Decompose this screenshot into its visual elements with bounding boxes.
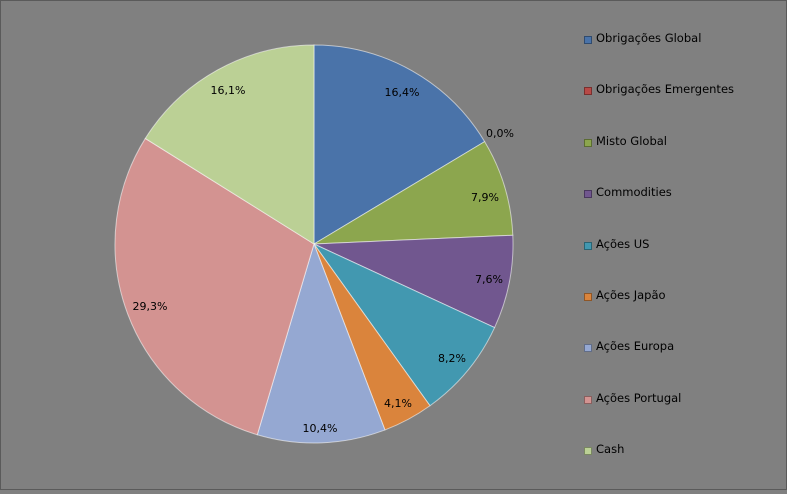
legend-swatch xyxy=(584,395,592,404)
legend-label: Ações Europa xyxy=(596,339,675,354)
slice-value-label: 0,0% xyxy=(486,127,514,140)
legend-label: Obrigações Global xyxy=(596,31,702,45)
slice-value-label: 8,2% xyxy=(438,352,466,365)
pie-slice xyxy=(312,242,496,407)
legend-label: Ações Japão xyxy=(596,287,666,302)
legend-label: Ações Portugal xyxy=(596,390,682,405)
legend-item: Ações Portugal xyxy=(584,391,734,442)
legend: Obrigações Global Obrigações Emergentes Mi… xyxy=(584,31,734,494)
legend-swatch xyxy=(584,87,592,96)
legend-item: Cash xyxy=(584,442,734,493)
slice-value-label: 10,4% xyxy=(303,422,338,435)
legend-item: Obrigações Emergentes xyxy=(584,82,734,133)
pie-slice xyxy=(313,44,486,245)
slice-value-label: 16,1% xyxy=(211,84,246,97)
pie-slice xyxy=(256,242,386,444)
slice-value-label: 16,4% xyxy=(385,86,420,99)
legend-label: Obrigações Emergentes xyxy=(596,82,735,97)
legend-swatch xyxy=(584,241,592,250)
pie-slice xyxy=(313,140,514,245)
pie-slice xyxy=(114,137,315,436)
legend-swatch xyxy=(584,292,592,301)
legend-label: Cash xyxy=(596,442,625,457)
slice-value-label: 7,6% xyxy=(475,273,503,286)
legend-item: Misto Global xyxy=(584,134,734,185)
slice-value-label: 4,1% xyxy=(384,397,412,410)
legend-swatch xyxy=(584,36,592,44)
legend-swatch xyxy=(584,344,592,353)
pie-slice xyxy=(313,234,514,329)
legend-label: Misto Global xyxy=(596,133,667,148)
legend-swatch xyxy=(584,138,592,147)
legend-item: Ações US xyxy=(584,237,734,288)
legend-item: Obrigações Global xyxy=(584,31,734,82)
legend-item: Ações Europa xyxy=(584,339,734,390)
slice-value-label: 7,9% xyxy=(471,191,499,204)
legend-item: Ações Japão xyxy=(584,288,734,339)
legend-swatch xyxy=(584,190,592,199)
legend-item: Commodities xyxy=(584,185,734,236)
pie-slice xyxy=(144,44,315,245)
legend-label: Ações US xyxy=(596,236,650,251)
legend-swatch xyxy=(584,447,592,456)
slice-value-label: 29,3% xyxy=(133,300,168,313)
legend-label: Commodities xyxy=(596,185,672,200)
